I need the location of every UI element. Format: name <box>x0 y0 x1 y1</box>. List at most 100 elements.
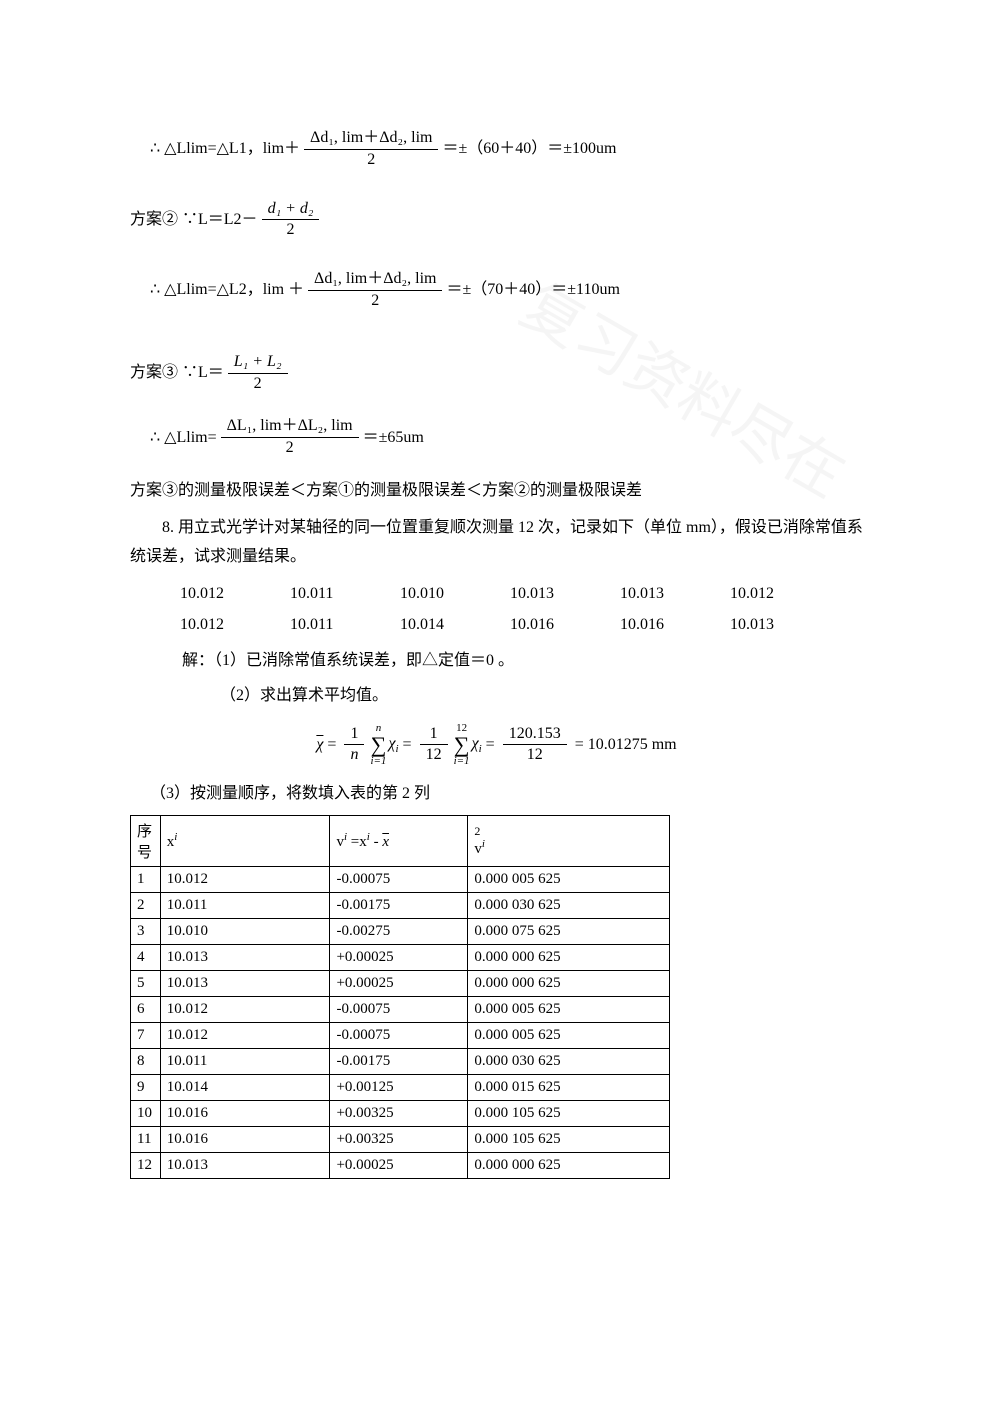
question-8: 8. 用立式光学计对某轴径的同一位置重复顺次测量 12 次，记录如下（单位 mm… <box>130 514 863 572</box>
table-cell-vi2: 0.000 000 625 <box>468 945 670 971</box>
m-1-5: 10.013 <box>620 579 730 609</box>
table-cell-xi: 10.012 <box>160 867 330 893</box>
formula-4-frac: L₁ + L₂ 2 <box>228 352 288 395</box>
table-cell-xi: 10.010 <box>160 919 330 945</box>
formula-4-prefix: 方案③ ∵L＝ <box>130 357 224 389</box>
table-cell-vi: +0.00125 <box>330 1075 468 1101</box>
table-cell-vi2: 0.000 105 625 <box>468 1127 670 1153</box>
formula-4: 方案③ ∵L＝ L₁ + L₂ 2 <box>130 352 863 395</box>
table-row: 310.010-0.002750.000 075 625 <box>131 919 670 945</box>
table-cell-n: 8 <box>131 1049 161 1075</box>
table-cell-vi: -0.00075 <box>330 997 468 1023</box>
table-cell-vi: +0.00025 <box>330 945 468 971</box>
table-cell-n: 7 <box>131 1023 161 1049</box>
formula-1-prefix: ∴ △Llim=△L1，lim＋ <box>150 133 300 165</box>
table-cell-vi2: 0.000 030 625 <box>468 1049 670 1075</box>
table-cell-vi2: 0.000 030 625 <box>468 893 670 919</box>
table-cell-vi: +0.00025 <box>330 1153 468 1179</box>
eq1: = <box>323 736 340 754</box>
th-vi2: 2vi <box>468 816 670 867</box>
table-row: 610.012-0.000750.000 005 625 <box>131 997 670 1023</box>
th-vi: vi =xi - x <box>330 816 468 867</box>
table-cell-n: 3 <box>131 919 161 945</box>
document-content: ∴ △Llim=△L1，lim＋ Δd₁, lim＋Δd₂, lim 2 ＝±（… <box>130 128 863 1179</box>
table-cell-vi2: 0.000 105 625 <box>468 1101 670 1127</box>
table-cell-vi: -0.00175 <box>330 893 468 919</box>
formula-2: 方案② ∵L＝L2－ d₁ + d₂ 2 <box>130 199 863 242</box>
table-row: 1010.016+0.003250.000 105 625 <box>131 1101 670 1127</box>
table-cell-vi2: 0.000 005 625 <box>468 1023 670 1049</box>
frac-1n: 1 n <box>344 724 364 767</box>
frac-112: 1 12 <box>420 724 448 767</box>
th-seq: 序号 <box>131 816 161 867</box>
sum-12: 12 ∑ i=1 <box>454 723 470 767</box>
table-cell-vi: +0.00325 <box>330 1101 468 1127</box>
table-cell-xi: 10.013 <box>160 971 330 997</box>
solution-step-1: 解：（1）已消除常值系统误差，即△定值＝0 。 <box>130 646 863 676</box>
chi-bar: χ <box>316 736 323 754</box>
table-row: 510.013+0.000250.000 000 625 <box>131 971 670 997</box>
table-cell-n: 9 <box>131 1075 161 1101</box>
table-row: 210.011-0.001750.000 030 625 <box>131 893 670 919</box>
table-cell-xi: 10.011 <box>160 893 330 919</box>
table-cell-xi: 10.013 <box>160 945 330 971</box>
comparison-text: 方案③的测量极限误差＜方案①的测量极限误差＜方案②的测量极限误差 <box>130 477 863 506</box>
table-cell-vi: +0.00025 <box>330 971 468 997</box>
sum-n: n ∑ i=1 <box>370 723 386 767</box>
formula-3-frac: Δd₁, lim＋Δd₂, lim 2 <box>308 269 442 312</box>
measurement-data: 10.012 10.011 10.010 10.013 10.013 10.01… <box>180 579 863 640</box>
solution-step-3: （3）按测量顺序，将数填入表的第 2 列 <box>130 779 863 809</box>
table-cell-xi: 10.011 <box>160 1049 330 1075</box>
table-cell-n: 10 <box>131 1101 161 1127</box>
table-row: 1110.016+0.003250.000 105 625 <box>131 1127 670 1153</box>
formula-3-prefix: ∴ △Llim=△L2，lim ＋ <box>150 274 304 306</box>
table-row: 810.011-0.001750.000 030 625 <box>131 1049 670 1075</box>
table-cell-vi2: 0.000 015 625 <box>468 1075 670 1101</box>
formula-2-prefix: 方案② ∵L＝L2－ <box>130 204 258 236</box>
table-row: 710.012-0.000750.000 005 625 <box>131 1023 670 1049</box>
table-cell-xi: 10.012 <box>160 997 330 1023</box>
formula-5-suffix: ＝±65um <box>363 422 424 454</box>
table-cell-xi: 10.016 <box>160 1127 330 1153</box>
m-2-4: 10.016 <box>510 610 620 640</box>
m-2-2: 10.011 <box>290 610 400 640</box>
table-cell-vi: -0.00275 <box>330 919 468 945</box>
table-cell-n: 5 <box>131 971 161 997</box>
table-cell-vi2: 0.000 000 625 <box>468 1153 670 1179</box>
table-cell-vi2: 0.000 000 625 <box>468 971 670 997</box>
th-xi: xi <box>160 816 330 867</box>
table-cell-vi2: 0.000 075 625 <box>468 919 670 945</box>
mean-unit: mm <box>648 736 677 754</box>
chi-i-1: χi <box>388 735 398 755</box>
table-cell-vi2: 0.000 005 625 <box>468 867 670 893</box>
table-row: 1210.013+0.000250.000 000 625 <box>131 1153 670 1179</box>
table-cell-vi: -0.00075 <box>330 867 468 893</box>
table-cell-n: 1 <box>131 867 161 893</box>
m-1-2: 10.011 <box>290 579 400 609</box>
table-cell-xi: 10.016 <box>160 1101 330 1127</box>
chi-i-2: χi <box>472 735 482 755</box>
mean-result: 10.01275 <box>588 736 648 754</box>
results-table: 序号 xi vi =xi - x 2vi 110.012-0.000750.00… <box>130 815 670 1179</box>
formula-1-frac: Δd₁, lim＋Δd₂, lim 2 <box>304 128 438 171</box>
formula-2-frac: d₁ + d₂ 2 <box>262 199 320 242</box>
solution-step-2: （2）求出算术平均值。 <box>130 681 863 711</box>
eq2: = <box>399 736 416 754</box>
table-row: 910.014+0.001250.000 015 625 <box>131 1075 670 1101</box>
m-1-1: 10.012 <box>180 579 290 609</box>
m-2-3: 10.014 <box>400 610 510 640</box>
table-cell-n: 12 <box>131 1153 161 1179</box>
table-cell-xi: 10.013 <box>160 1153 330 1179</box>
formula-5: ∴ △Llim= ΔL₁, lim＋ΔL₂, lim 2 ＝±65um <box>130 416 863 459</box>
table-cell-n: 6 <box>131 997 161 1023</box>
table-cell-vi2: 0.000 005 625 <box>468 997 670 1023</box>
m-1-4: 10.013 <box>510 579 620 609</box>
table-row: 410.013+0.000250.000 000 625 <box>131 945 670 971</box>
frac-sum: 120.153 12 <box>503 724 567 767</box>
table-cell-n: 4 <box>131 945 161 971</box>
m-2-5: 10.016 <box>620 610 730 640</box>
table-header-row: 序号 xi vi =xi - x 2vi <box>131 816 670 867</box>
eq4: = <box>571 736 588 754</box>
table-cell-n: 11 <box>131 1127 161 1153</box>
m-2-1: 10.012 <box>180 610 290 640</box>
